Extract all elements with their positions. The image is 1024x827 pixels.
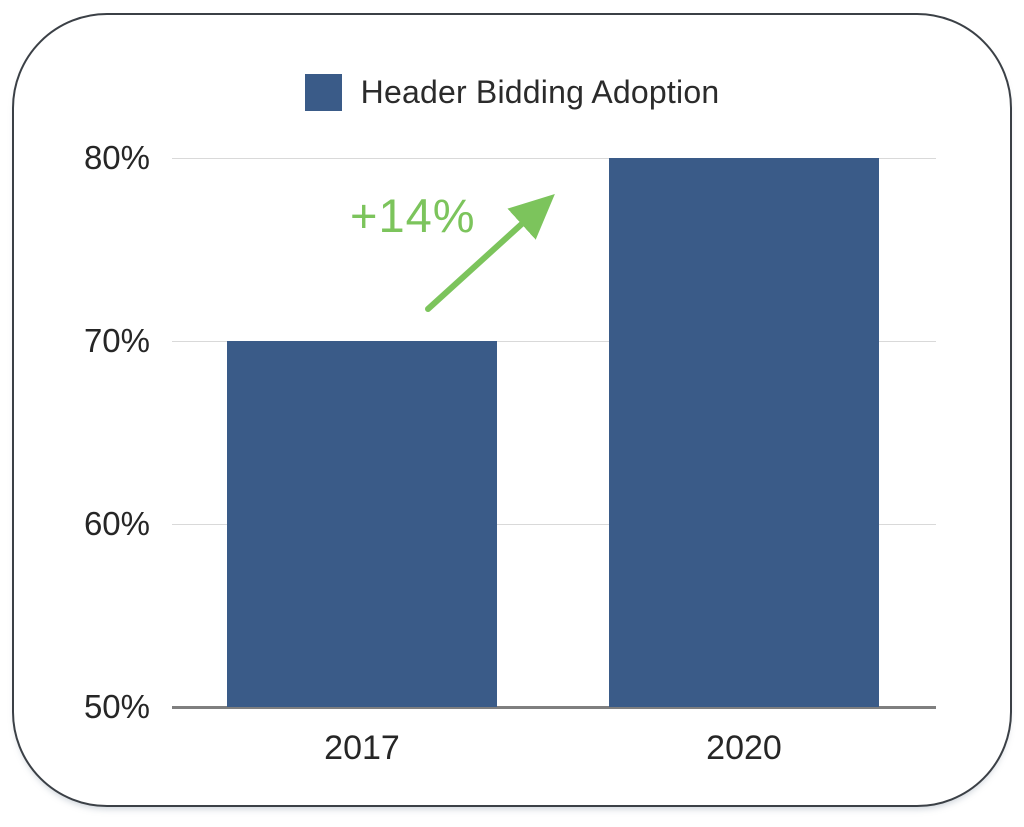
xtick-label: 2017 [324, 729, 400, 767]
ytick-label: 60% [83, 505, 150, 542]
gridline [172, 340, 936, 342]
ytick-label: 70% [83, 322, 150, 359]
gridline [172, 157, 936, 159]
annotation-label: +14% [350, 189, 476, 242]
legend-label: Header Bidding Adoption [360, 74, 720, 110]
xtick-label: 2020 [706, 729, 782, 767]
bar-2020 [609, 158, 879, 707]
legend: Header Bidding Adoption [0, 74, 1024, 111]
legend-swatch-icon [304, 74, 342, 111]
ytick-label: 50% [83, 688, 150, 725]
bar-2017 [227, 341, 497, 707]
gridline [172, 523, 936, 525]
ytick-label: 80% [83, 139, 150, 176]
x-axis-line [172, 706, 936, 709]
